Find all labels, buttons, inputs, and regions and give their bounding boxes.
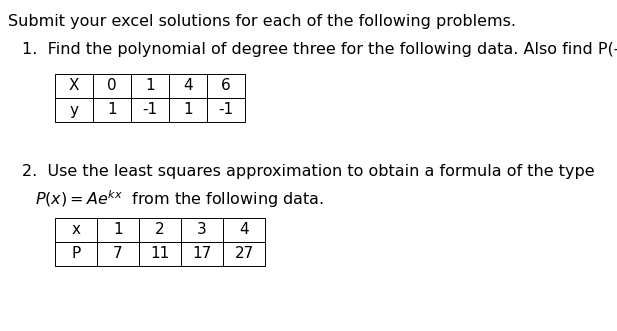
Text: 1: 1 bbox=[183, 103, 193, 118]
Text: 7: 7 bbox=[113, 247, 123, 261]
Text: -1: -1 bbox=[218, 103, 234, 118]
Text: 1: 1 bbox=[145, 78, 155, 93]
Text: 17: 17 bbox=[193, 247, 212, 261]
Bar bbox=[169, 74, 207, 98]
Bar bbox=[55, 98, 93, 122]
Bar bbox=[139, 218, 181, 242]
Text: x: x bbox=[72, 222, 80, 238]
Text: 4: 4 bbox=[239, 222, 249, 238]
Bar bbox=[207, 98, 245, 122]
Text: X: X bbox=[68, 78, 79, 93]
Text: P: P bbox=[72, 247, 81, 261]
Text: 2: 2 bbox=[155, 222, 165, 238]
Text: 1.  Find the polynomial of degree three for the following data. Also find P(-2).: 1. Find the polynomial of degree three f… bbox=[22, 42, 617, 57]
Text: Submit your excel solutions for each of the following problems.: Submit your excel solutions for each of … bbox=[8, 14, 516, 29]
Bar bbox=[55, 218, 97, 242]
Bar bbox=[93, 98, 131, 122]
Bar bbox=[97, 218, 139, 242]
Bar bbox=[223, 242, 265, 266]
Text: 1: 1 bbox=[107, 103, 117, 118]
Bar bbox=[55, 242, 97, 266]
Text: 3: 3 bbox=[197, 222, 207, 238]
Text: 6: 6 bbox=[221, 78, 231, 93]
Text: 27: 27 bbox=[234, 247, 254, 261]
Bar bbox=[55, 74, 93, 98]
Text: y: y bbox=[70, 103, 78, 118]
Bar bbox=[131, 74, 169, 98]
Bar bbox=[139, 242, 181, 266]
Bar bbox=[181, 242, 223, 266]
Bar bbox=[207, 74, 245, 98]
Bar bbox=[93, 74, 131, 98]
Text: 11: 11 bbox=[151, 247, 170, 261]
Text: 2.  Use the least squares approximation to obtain a formula of the type: 2. Use the least squares approximation t… bbox=[22, 164, 595, 179]
Text: $P(x) = Ae^{kx}$  from the following data.: $P(x) = Ae^{kx}$ from the following data… bbox=[35, 188, 324, 210]
Text: 0: 0 bbox=[107, 78, 117, 93]
Text: 4: 4 bbox=[183, 78, 193, 93]
Text: 1: 1 bbox=[113, 222, 123, 238]
Bar bbox=[131, 98, 169, 122]
Bar bbox=[181, 218, 223, 242]
Text: -1: -1 bbox=[143, 103, 157, 118]
Bar bbox=[97, 242, 139, 266]
Bar bbox=[223, 218, 265, 242]
Bar bbox=[169, 98, 207, 122]
